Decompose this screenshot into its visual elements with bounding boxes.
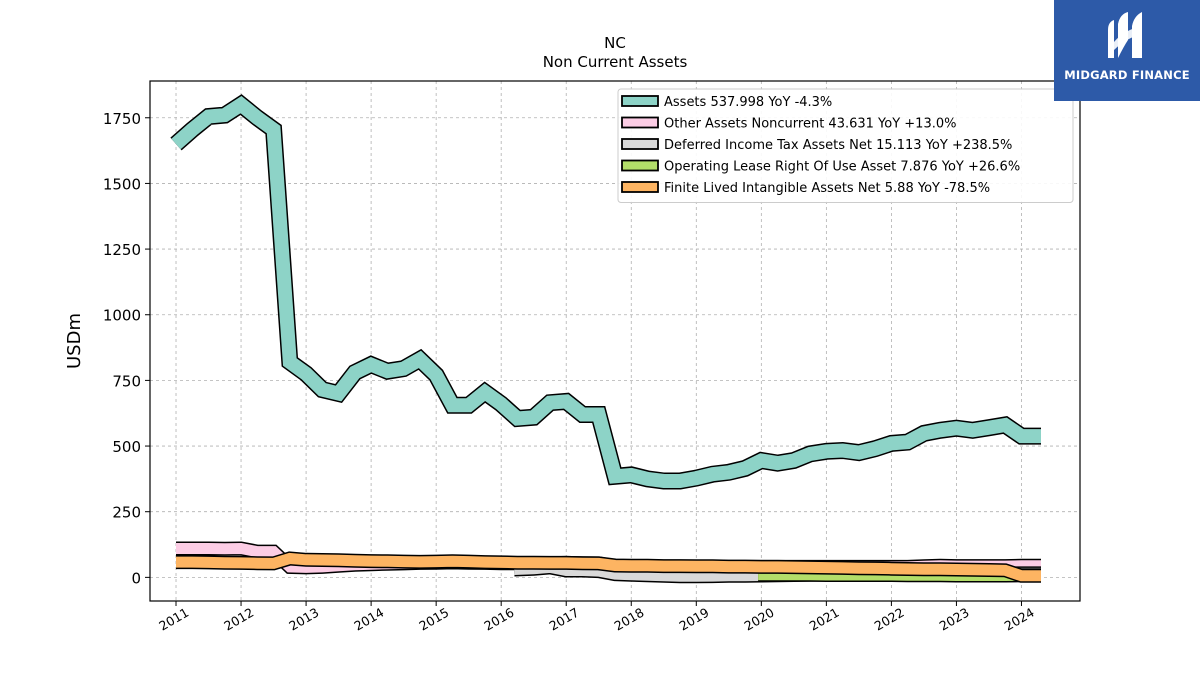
x-tick-label: 2018 <box>611 605 646 634</box>
x-tick-label: 2024 <box>1002 605 1037 634</box>
legend-label: Operating Lease Right Of Use Asset 7.876… <box>664 160 1020 175</box>
brand-logo: MIDGARD FINANCE <box>1054 0 1200 101</box>
x-tick-label: 2021 <box>807 605 842 634</box>
x-tick-label: 2012 <box>221 605 256 634</box>
y-tick-label: 1500 <box>103 175 141 193</box>
brand-name: MIDGARD FINANCE <box>1064 68 1190 82</box>
x-tick-label: 2016 <box>481 605 516 634</box>
legend-swatch <box>621 95 659 107</box>
x-axis: 2011 2012 2013 2014 2015 2016 2017 2018 2019 2020… <box>156 601 1037 634</box>
legend-swatch <box>621 116 659 129</box>
y-tick-label: 1250 <box>103 241 141 259</box>
legend-label: Finite Lived Intangible Assets Net 5.88 … <box>664 181 990 196</box>
plot-frame <box>149 80 1081 602</box>
x-tick-label: 2014 <box>351 605 386 634</box>
legend-box <box>617 88 1074 203</box>
legend-swatch <box>621 159 659 172</box>
legend-label: Deferred Income Tax Assets Net 15.113 Yo… <box>664 138 1012 153</box>
chart-title: NC <box>604 34 626 52</box>
chart-subtitle: Non Current Assets <box>543 53 688 71</box>
y-tick-label: 750 <box>112 372 141 390</box>
y-tick-label: 500 <box>112 438 141 456</box>
legend-swatch <box>621 181 659 193</box>
y-axis: 0 250 500 750 1000 1250 1500 1750 <box>103 110 150 587</box>
x-tick-label: 2013 <box>286 605 321 634</box>
y-tick-label: 1000 <box>103 307 141 325</box>
legend: Assets 537.998 YoY -4.3% Other Assets Non… <box>617 88 1074 203</box>
legend-label: Assets 537.998 YoY -4.3% <box>664 95 832 110</box>
x-tick-label: 2023 <box>937 605 972 634</box>
legend-swatch <box>621 138 659 150</box>
series-finite-lived-intangible-assets-net <box>176 551 1041 583</box>
legend-label: Other Assets Noncurrent 43.631 YoY +13.0… <box>664 117 956 132</box>
series-line <box>176 552 1041 582</box>
midgard-logo-icon <box>1108 12 1142 58</box>
series-layer <box>170 94 1041 584</box>
y-tick-label: 0 <box>131 569 141 587</box>
x-tick-label: 2022 <box>872 605 907 634</box>
y-tick-label: 250 <box>112 504 141 522</box>
series-line <box>171 95 1041 488</box>
x-tick-label: 2011 <box>156 605 191 634</box>
series-assets <box>170 94 1041 490</box>
y-axis-label: USDm <box>64 313 85 369</box>
x-tick-label: 2017 <box>546 605 581 634</box>
x-tick-label: 2020 <box>742 605 777 634</box>
y-tick-label: 1750 <box>103 110 141 128</box>
x-tick-label: 2015 <box>416 605 451 634</box>
x-tick-label: 2019 <box>677 605 712 634</box>
